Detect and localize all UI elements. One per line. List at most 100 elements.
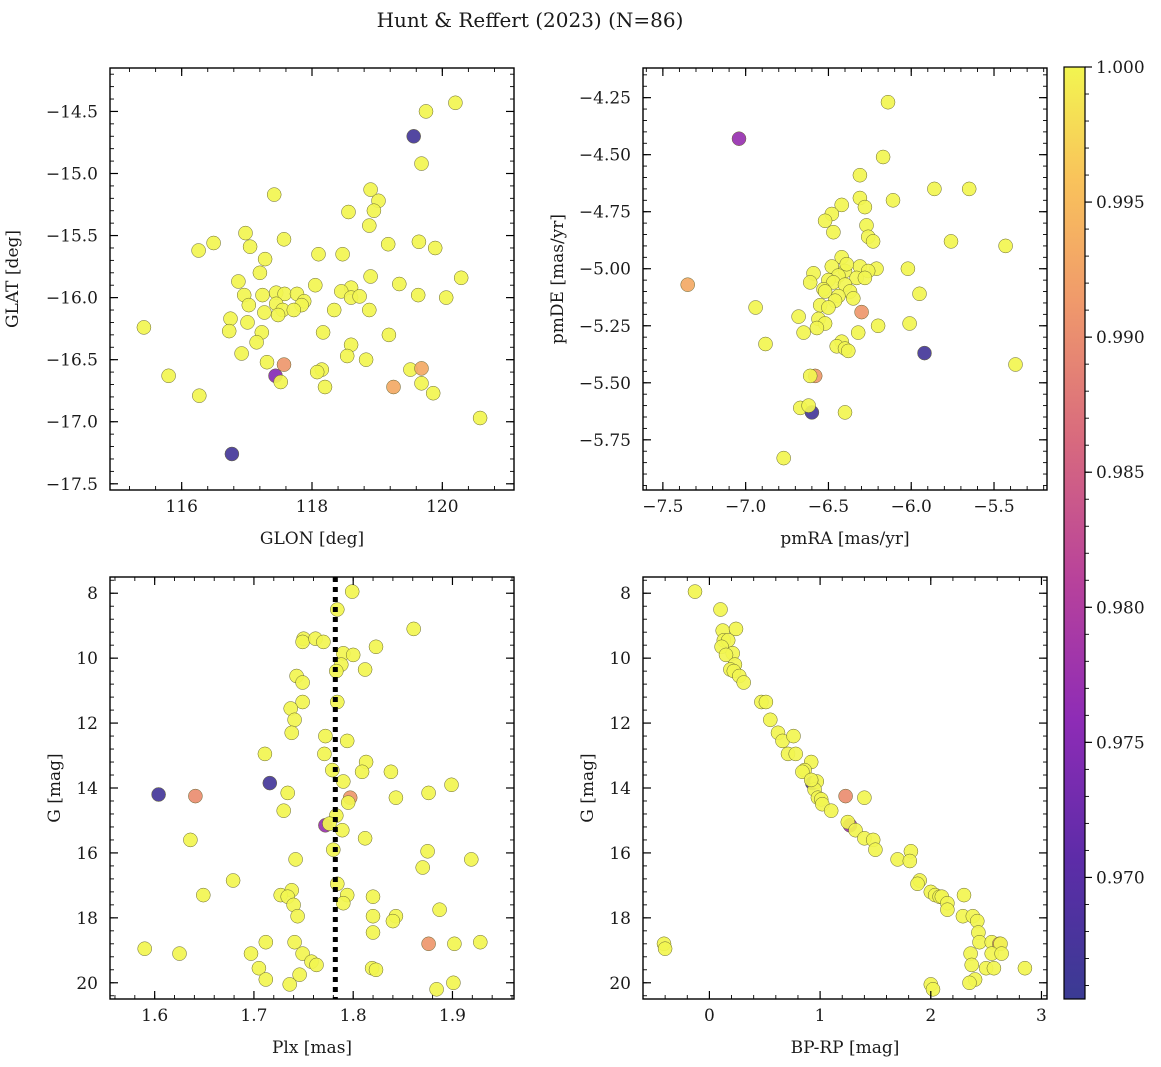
data-point xyxy=(287,712,302,728)
y-tick-label: −15.0 xyxy=(46,165,98,185)
data-point xyxy=(870,318,886,334)
data-point xyxy=(961,181,977,197)
data-point xyxy=(311,246,326,262)
data-point xyxy=(823,803,839,818)
x-tick-label: −7.0 xyxy=(725,497,766,517)
data-point xyxy=(365,889,381,904)
data-point xyxy=(415,860,430,875)
y-axis-label: pmDE [mas/yr] xyxy=(548,214,568,344)
data-point xyxy=(249,335,264,350)
panel-plx-g: 1.6 1.7 1.8 1.9 8 10 12 14 16 18 20 Plx [mas] G [mag… xyxy=(45,576,515,1058)
y-tick-label: −5.25 xyxy=(579,317,631,337)
data-point xyxy=(251,960,267,976)
data-point xyxy=(309,957,324,973)
data-point xyxy=(206,235,221,251)
y-axis-label: GLAT [deg] xyxy=(3,230,23,328)
y-tick-label: −17.0 xyxy=(46,413,98,433)
data-point xyxy=(817,213,833,229)
data-point xyxy=(776,450,791,466)
colorbar-gradient xyxy=(1063,66,1086,1000)
data-point xyxy=(713,602,728,617)
ticks: 1.6 1.7 1.8 1.9 8 10 12 14 16 18 20 xyxy=(76,577,514,1026)
data-point xyxy=(339,733,355,749)
x-tick-label: −6.5 xyxy=(808,497,849,517)
data-point xyxy=(318,728,333,744)
y-tick-label: 14 xyxy=(609,779,631,799)
data-point xyxy=(363,269,378,284)
ticks: 116 118 120 −17.5 −17.0 −16.5 −16.0 −15.5 −15.0 −… xyxy=(46,68,514,517)
ticks: −7.5 −7.0 −6.5 −6.0 −5.5 −5.75 −5.50 −5.25 −5.00… xyxy=(579,68,1047,517)
data-point xyxy=(796,325,811,340)
data-point xyxy=(241,297,257,313)
data-point xyxy=(758,336,773,352)
x-axis-label: Plx [mas] xyxy=(272,1038,352,1058)
data-point xyxy=(240,315,255,330)
data-point xyxy=(432,902,447,917)
x-tick-label: −5.5 xyxy=(973,497,1014,517)
data-point xyxy=(956,887,972,903)
data-point xyxy=(290,908,305,924)
data-point xyxy=(839,256,854,272)
data-point xyxy=(191,243,206,258)
data-point xyxy=(875,149,891,165)
data-point xyxy=(381,327,397,343)
data-point xyxy=(362,302,377,318)
data-point xyxy=(900,261,916,276)
data-point xyxy=(243,946,259,961)
data-point xyxy=(242,239,258,254)
data-point xyxy=(339,348,355,364)
x-axis-label: pmRA [mas/yr] xyxy=(780,529,909,549)
data-point xyxy=(448,95,463,111)
data-point xyxy=(962,975,977,991)
data-point xyxy=(183,832,198,848)
data-point xyxy=(421,936,436,952)
data-point xyxy=(258,934,274,950)
data-point xyxy=(438,290,454,305)
y-tick-label: −5.50 xyxy=(579,374,631,394)
data-point xyxy=(161,368,176,384)
data-point xyxy=(266,187,282,202)
data-point xyxy=(276,232,292,247)
data-point xyxy=(420,844,435,859)
data-point xyxy=(943,234,959,249)
data-point xyxy=(383,764,399,780)
data-point xyxy=(255,287,270,303)
y-tick-label: −4.25 xyxy=(579,89,631,109)
x-tick-label: 3 xyxy=(1036,1006,1047,1026)
data-point xyxy=(841,343,856,359)
data-point xyxy=(273,374,288,390)
colorbar-tick-label: 0.995 xyxy=(1096,193,1145,213)
data-point xyxy=(748,300,763,315)
data-point xyxy=(890,852,905,867)
data-point xyxy=(447,936,462,952)
y-tick-label: 12 xyxy=(76,714,98,734)
colorbar-tick-label: 0.990 xyxy=(1096,328,1145,348)
data-point xyxy=(358,352,374,367)
data-point xyxy=(838,788,853,804)
y-tick-label: −4.75 xyxy=(579,203,631,223)
data-point xyxy=(786,728,801,744)
data-point xyxy=(326,302,342,318)
data-point xyxy=(994,946,1009,961)
data-point xyxy=(802,368,818,384)
x-tick-label: 1.7 xyxy=(240,1006,267,1026)
data-point xyxy=(854,304,869,320)
data-point xyxy=(309,364,325,380)
data-point xyxy=(464,852,479,867)
x-tick-label: 1.9 xyxy=(439,1006,466,1026)
y-tick-label: 8 xyxy=(87,584,98,604)
data-point xyxy=(137,941,152,956)
data-point xyxy=(257,746,273,762)
y-tick-label: 10 xyxy=(76,649,98,669)
data-point xyxy=(316,634,331,650)
data-point xyxy=(414,376,429,391)
colorbar-tick-label: 0.980 xyxy=(1096,598,1145,618)
x-tick-label: 116 xyxy=(165,497,197,517)
data-point xyxy=(257,251,273,267)
data-point xyxy=(940,902,955,917)
data-point xyxy=(917,345,932,361)
y-tick-label: −17.5 xyxy=(46,475,98,495)
data-point xyxy=(276,357,292,372)
data-point xyxy=(986,960,1002,976)
